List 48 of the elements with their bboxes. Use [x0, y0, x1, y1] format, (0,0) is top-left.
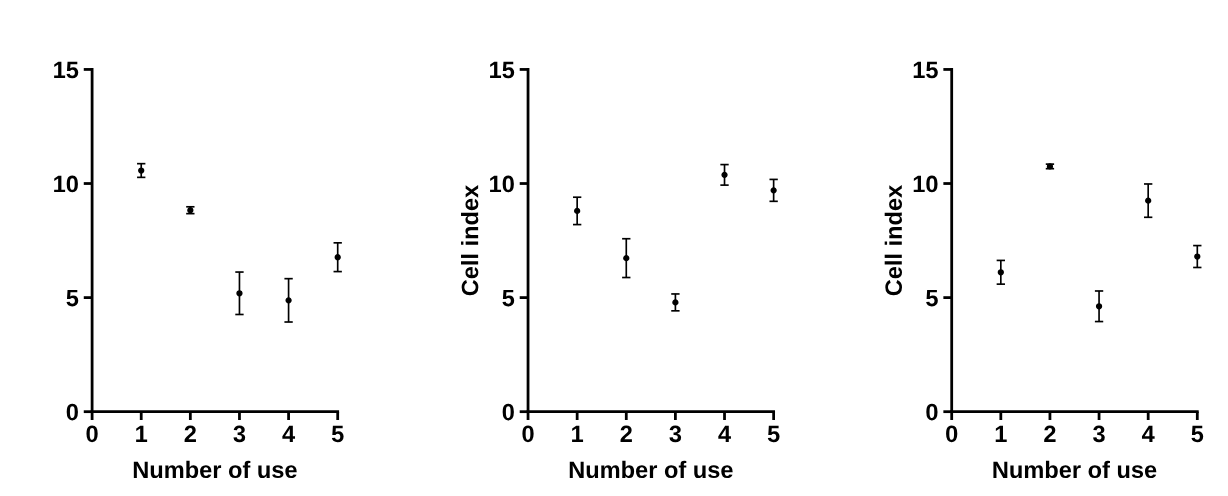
y-tick-label: 10 — [913, 175, 938, 193]
y-axis-title: Cell index — [884, 184, 903, 296]
x-axis-title: Number of use — [569, 460, 733, 479]
point — [236, 290, 243, 297]
point — [770, 187, 777, 194]
point — [1095, 303, 1103, 310]
point — [997, 269, 1004, 276]
y-tick-label: 15 — [913, 61, 938, 79]
x-tick-label: 0 — [946, 425, 958, 443]
x-tick-label: 5 — [1191, 425, 1204, 443]
x-tick-label: 4 — [1141, 425, 1155, 442]
point — [672, 299, 679, 306]
x-tick-label: 1 — [572, 425, 584, 442]
x-axis-title: Number of use — [133, 460, 297, 479]
y-tick-label: 10 — [54, 175, 78, 193]
y-tick-label: 5 — [502, 289, 515, 307]
x-tick-label: 2 — [184, 425, 196, 442]
x-tick-label: 3 — [233, 425, 246, 443]
y-tick-label: 5 — [926, 289, 938, 307]
point — [574, 207, 581, 215]
point — [1194, 253, 1201, 260]
y-tick-label: 0 — [926, 403, 938, 421]
y-tick-label: 15 — [490, 61, 515, 79]
x-tick-label: 3 — [669, 425, 682, 443]
x-axis-title: Number of use — [993, 460, 1157, 479]
x-tick-label: 5 — [331, 425, 344, 443]
y-axis-title: Cell index — [461, 184, 479, 296]
x-tick-label: 1 — [136, 425, 148, 442]
point — [1145, 197, 1152, 204]
x-tick-label: 4 — [718, 425, 731, 442]
x-tick-label: 0 — [522, 425, 534, 443]
x-tick-label: 3 — [1093, 425, 1105, 443]
x-tick-label: 1 — [995, 425, 1007, 442]
point — [721, 171, 728, 178]
x-tick-label: 2 — [620, 425, 632, 442]
y-tick-label: 15 — [54, 61, 79, 79]
point — [623, 255, 630, 262]
y-tick-label: 5 — [66, 289, 79, 307]
x-tick-label: 5 — [767, 425, 780, 443]
x-tick-label: 2 — [1044, 425, 1056, 442]
y-tick-label: 0 — [502, 403, 514, 421]
x-tick-label: 0 — [86, 425, 98, 443]
point — [285, 297, 292, 304]
y-tick-label: 10 — [490, 175, 514, 193]
y-tick-label: 0 — [66, 403, 78, 421]
x-tick-label: 4 — [282, 425, 296, 442]
point — [138, 167, 145, 174]
point — [334, 254, 341, 261]
